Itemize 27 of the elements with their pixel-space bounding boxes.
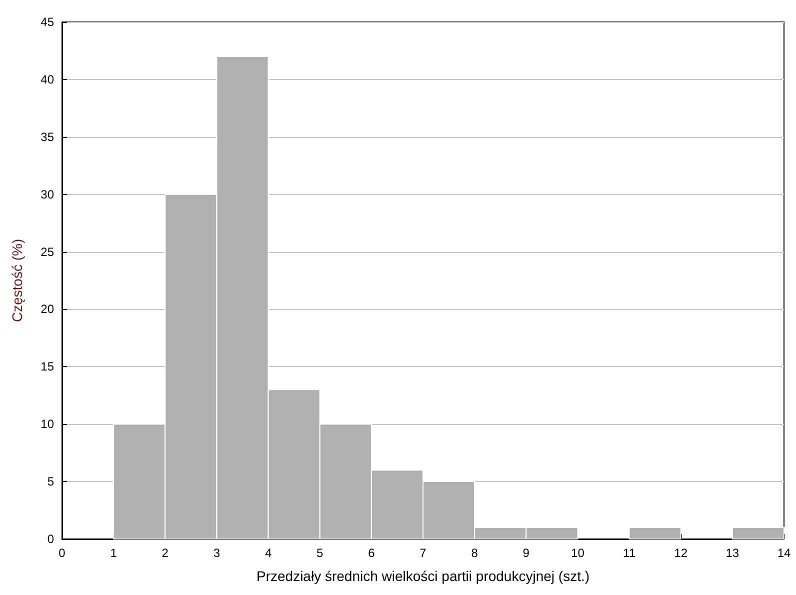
y-tick-label: 15	[40, 360, 54, 374]
y-tick-label: 40	[40, 72, 54, 86]
x-axis-title: Przedziały średnich wielkości partii produkcyjnej (szt.)	[256, 568, 590, 584]
y-tick-label: 10	[40, 417, 54, 432]
x-tick-label: 13	[726, 546, 740, 560]
y-tick-label: 5	[47, 474, 54, 489]
y-tick-label: 30	[40, 187, 54, 202]
x-tick-label: 10	[571, 546, 585, 560]
x-tick-label: 11	[623, 546, 636, 560]
x-tick-label: 0	[58, 546, 66, 560]
x-tick-label: 5	[316, 546, 324, 560]
y-tick-label: 25	[40, 244, 54, 259]
x-tick-label: 7	[420, 546, 427, 560]
y-axis-title: Częstość (%)	[9, 238, 25, 322]
y-tick-label: 0	[47, 532, 54, 546]
y-tick-label: 45	[40, 15, 54, 29]
x-tick-label: 3	[213, 546, 220, 560]
x-tick-label: 8	[471, 546, 478, 560]
x-tick-label: 1	[110, 546, 118, 560]
x-tick-label: 12	[674, 546, 688, 560]
x-tick-label: 4	[264, 546, 272, 560]
x-tick-label: 9	[522, 546, 530, 560]
x-tick-label: 14	[777, 546, 791, 560]
x-tick-label: 6	[368, 546, 376, 560]
y-tick-label: 20	[40, 302, 54, 316]
y-tick-label: 35	[40, 130, 54, 144]
x-tick-label: 2	[162, 546, 169, 560]
